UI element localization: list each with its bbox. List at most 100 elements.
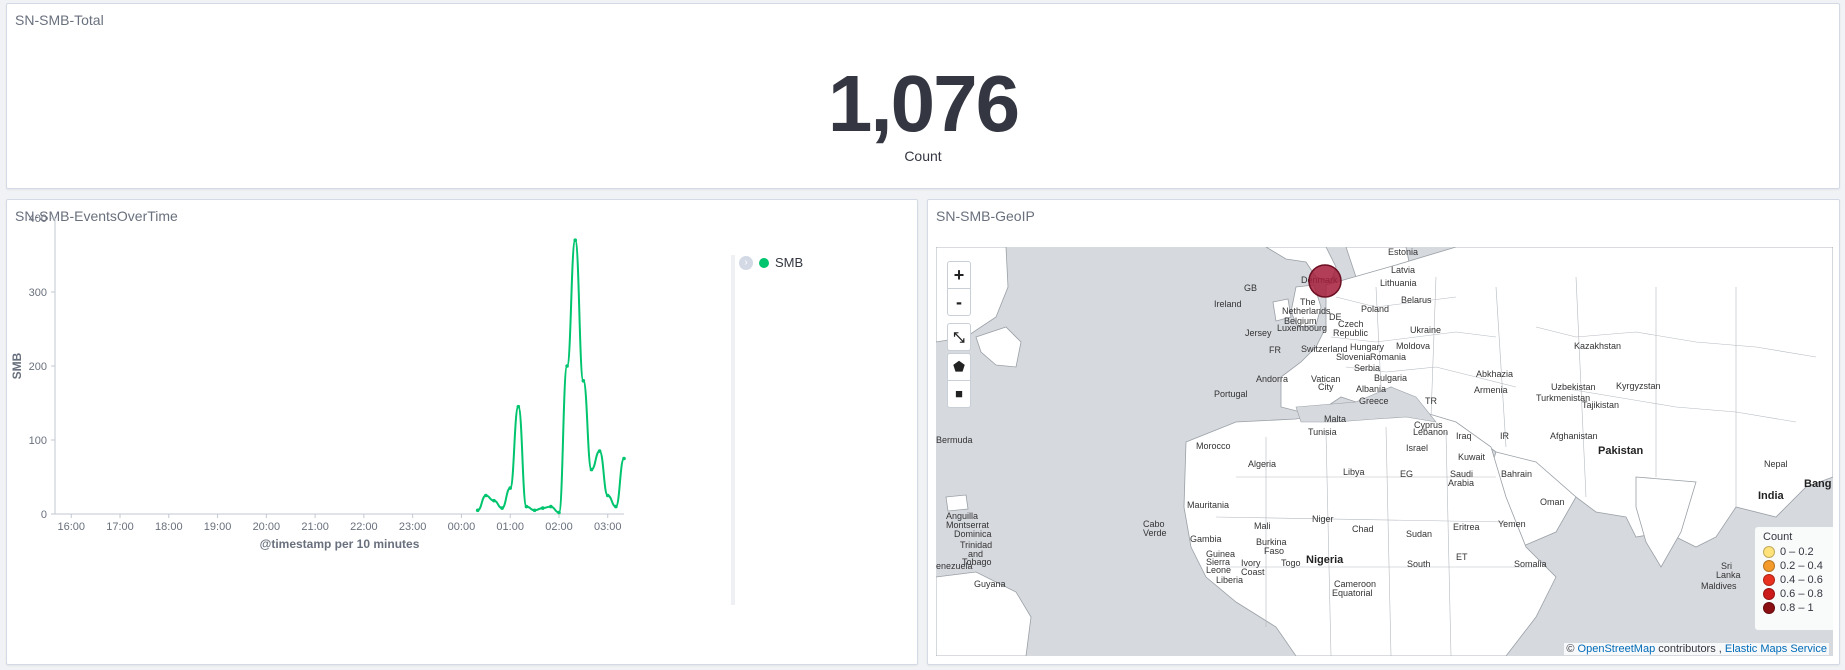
attribution-middle: contributors , xyxy=(1658,643,1722,655)
map-label: Faso xyxy=(1264,546,1284,556)
map-label: Belgium xyxy=(1284,316,1317,326)
map-label: Cameroon xyxy=(1334,579,1376,589)
total-panel: SN-SMB-Total 1,076 Count xyxy=(6,3,1840,189)
map-legend-row: 0.8 – 1 xyxy=(1755,601,1837,615)
legend-series-swatch[interactable] xyxy=(759,257,769,268)
legend-toggle-icon[interactable]: › xyxy=(739,255,753,270)
map-label: Lebanon xyxy=(1413,427,1448,437)
y-tick-label: 300 xyxy=(29,287,47,299)
series-point xyxy=(581,379,586,383)
ems-link[interactable]: Elastic Maps Service xyxy=(1724,643,1827,655)
series-point xyxy=(573,238,578,242)
map-label: DE xyxy=(1329,312,1342,322)
geo-data-marker[interactable] xyxy=(1308,264,1342,298)
map-label: TR xyxy=(1425,396,1437,406)
legend-swatch xyxy=(1763,574,1775,586)
x-axis-title: @timestamp per 10 minutes xyxy=(260,537,420,551)
x-tick-label: 18:00 xyxy=(155,521,183,533)
map-label: Poland xyxy=(1361,304,1389,314)
total-panel-title: SN-SMB-Total xyxy=(15,12,104,28)
zoom-in-button[interactable]: + xyxy=(953,265,965,285)
x-tick-label: 16:00 xyxy=(57,521,85,533)
map-label: Armenia xyxy=(1474,385,1508,395)
map-label: Ukraine xyxy=(1410,325,1441,335)
x-tick-label: 20:00 xyxy=(253,521,281,533)
map-label: Mali xyxy=(1254,521,1271,531)
map-label: Guyana xyxy=(974,579,1006,589)
series-line-smb xyxy=(477,239,625,514)
map-label: Cyprus xyxy=(1414,420,1443,430)
legend-swatch xyxy=(1763,560,1775,572)
map-label: Abkhazia xyxy=(1476,369,1513,379)
series-point xyxy=(532,508,537,513)
events-line-chart: 0 100 200 300 400 16:00 17:00 18:00 19:00 20:00 21… xyxy=(10,213,626,551)
map-label: Lithuania xyxy=(1380,278,1417,288)
map-label: Tunisia xyxy=(1308,427,1337,437)
events-panel: SN-SMB-EventsOverTime 0 100 200 300 400 16:00… xyxy=(6,199,918,665)
geoip-panel-title: SN-SMB-GeoIP xyxy=(936,208,1035,224)
map-label: Liberia xyxy=(1216,575,1243,585)
map-legend-row: 0.6 – 0.8 xyxy=(1755,587,1837,601)
map-label: Coast xyxy=(1241,567,1265,577)
y-tick-label: 200 xyxy=(29,361,47,373)
map-canvas[interactable]: Estonia Latvia Denmark Lithuania GB Bela… xyxy=(936,247,1833,656)
legend-divider xyxy=(731,255,735,605)
map-label: Oman xyxy=(1540,497,1565,507)
x-tick-label: 02:00 xyxy=(545,521,573,533)
map-label: Greece xyxy=(1359,396,1389,406)
events-panel-title: SN-SMB-EventsOverTime xyxy=(15,208,178,224)
series-point xyxy=(597,449,602,453)
map-label: Moldova xyxy=(1396,341,1430,351)
map-label: Tobago xyxy=(962,557,992,567)
map-label: Yemen xyxy=(1498,519,1526,529)
map-legend-row: 0.2 – 0.4 xyxy=(1755,559,1837,573)
y-tick-label: 100 xyxy=(29,435,47,447)
map-label: Estonia xyxy=(1388,247,1418,257)
map-label: Kyrgyzstan xyxy=(1616,381,1661,391)
map-label: City xyxy=(1318,382,1334,392)
map-label: IR xyxy=(1500,431,1510,441)
x-tick-label: 19:00 xyxy=(204,521,232,533)
series-point xyxy=(484,493,488,498)
x-tick-label: 21:00 xyxy=(301,521,329,533)
series-point xyxy=(492,498,496,503)
map-label: Eritrea xyxy=(1453,522,1480,532)
map-label: Somalia xyxy=(1514,559,1547,569)
map-label: Czech xyxy=(1338,319,1364,329)
draw-controls: ⬟ ■ xyxy=(947,353,971,408)
map-label: Burkina xyxy=(1256,537,1287,547)
legend-series-label[interactable]: SMB xyxy=(775,255,804,270)
map-label: Kuwait xyxy=(1458,452,1486,462)
chart-legend: › SMB xyxy=(739,255,803,270)
map-label: Slovenia xyxy=(1336,352,1371,362)
map-label: Verde xyxy=(1143,528,1167,538)
map-label: Portugal xyxy=(1214,389,1248,399)
legend-swatch xyxy=(1763,602,1775,614)
fit-data-bounds-button[interactable]: ⤡ xyxy=(953,329,965,345)
metric-value: 1,076 xyxy=(827,59,1020,148)
legend-swatch xyxy=(1763,546,1775,558)
map-label: Arabia xyxy=(1448,478,1474,488)
map-label: Ivory xyxy=(1241,558,1261,568)
map-label: Bahrain xyxy=(1501,469,1532,479)
y-axis-title: SMB xyxy=(10,352,24,379)
map-label: Dominica xyxy=(954,529,992,539)
map-label: Maldives xyxy=(1701,581,1737,591)
legend-range-label: 0.4 – 0.6 xyxy=(1780,574,1823,586)
map-legend-title: Count xyxy=(1763,531,1793,543)
x-tick-label: 22:00 xyxy=(350,521,378,533)
map-label: Israel xyxy=(1406,443,1428,453)
osm-link[interactable]: OpenStreetMap xyxy=(1577,643,1656,655)
series-point xyxy=(540,506,545,510)
series-point xyxy=(508,486,512,490)
map-label: Albania xyxy=(1356,384,1386,394)
draw-polygon-button[interactable]: ⬟ xyxy=(953,359,965,374)
map-label: Saudi xyxy=(1450,469,1473,479)
x-tick-label: 00:00 xyxy=(448,521,476,533)
fit-bounds-control: ⤡ xyxy=(947,323,971,351)
draw-rectangle-button[interactable]: ■ xyxy=(948,380,970,407)
map-label: Tajikistan xyxy=(1582,400,1619,410)
zoom-out-button[interactable]: - xyxy=(948,288,970,315)
map-label: Latvia xyxy=(1391,265,1415,275)
map-label: Romania xyxy=(1370,352,1406,362)
